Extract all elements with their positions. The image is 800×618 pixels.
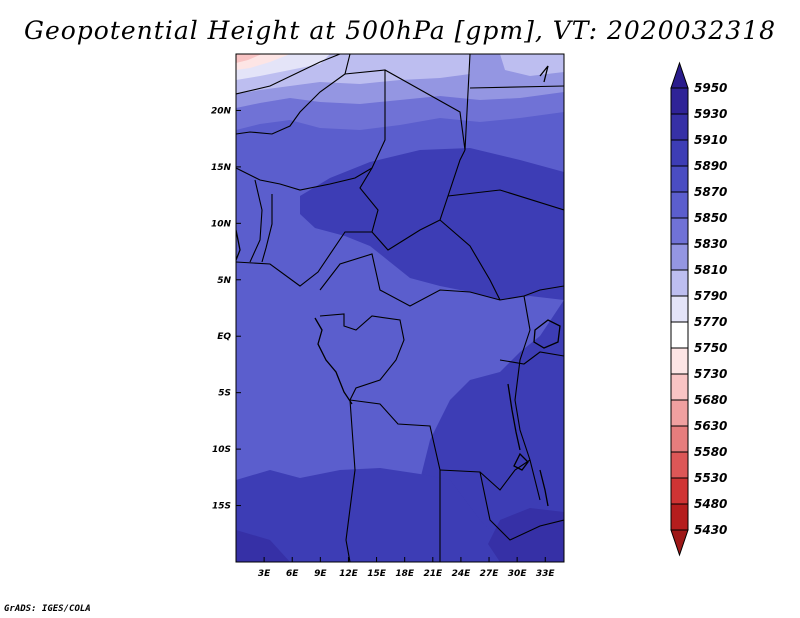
y-tick-label: 5S xyxy=(218,389,231,399)
x-tick-label: 12E xyxy=(339,569,359,579)
border-line xyxy=(439,459,531,491)
x-tick-label: 30E xyxy=(508,569,528,579)
y-tick-label: 15S xyxy=(212,502,231,512)
colorbar-label: 5730 xyxy=(694,367,727,381)
border-line xyxy=(261,194,273,263)
colorbar-label: 5580 xyxy=(694,445,727,459)
colorbar-label: 5430 xyxy=(694,523,727,537)
colorbar-label: 5680 xyxy=(694,393,727,407)
colorbar-box xyxy=(670,165,689,193)
x-tick-label: 18E xyxy=(395,569,415,579)
colorbar-box xyxy=(670,321,689,349)
band-5910-sw xyxy=(236,530,290,562)
y-tick-label: 15N xyxy=(211,163,232,173)
colorbar-label: 5770 xyxy=(694,315,727,329)
x-tick-label: 3E xyxy=(258,569,271,579)
x-axis: 3E 6E 9E 12E 15E 18E 21E 24E 27E 30E 33E xyxy=(258,557,556,579)
y-tick-label: 5N xyxy=(217,276,231,286)
lake-tanganyika xyxy=(507,383,521,451)
x-tick-label: 9E xyxy=(314,569,327,579)
height-field xyxy=(236,54,564,562)
border-line xyxy=(236,167,373,191)
border-line xyxy=(469,85,564,89)
lake-malawi xyxy=(539,469,549,507)
colorbar-label: 5480 xyxy=(694,497,727,511)
colorbar: 5950 5930 5910 5890 5870 5850 5830 5810 5790 5770… xyxy=(670,61,727,557)
border-line xyxy=(319,313,405,401)
colorbar-label: 5810 xyxy=(694,263,727,277)
colorbar-box xyxy=(670,243,689,271)
colorbar-box xyxy=(670,425,689,453)
plot-frame xyxy=(235,53,565,563)
border-line xyxy=(236,231,372,287)
coastlines xyxy=(236,65,561,507)
border-line xyxy=(499,351,564,365)
y-tick-label: 10S xyxy=(212,445,231,455)
chart-title: Geopotential Height at 500hPa [gpm], VT:… xyxy=(23,16,777,45)
band-5890-south xyxy=(236,468,520,562)
x-tick-label: 6E xyxy=(286,569,299,579)
colorbar-top-arrow xyxy=(670,61,689,89)
colorbar-bottom-arrow xyxy=(670,529,689,557)
x-tick-label: 24E xyxy=(452,569,472,579)
coastline xyxy=(236,229,241,261)
border-line xyxy=(345,399,356,562)
border-line xyxy=(359,70,466,251)
border-line xyxy=(236,54,341,95)
band-5910 xyxy=(488,508,564,562)
colorbar-box xyxy=(670,373,689,401)
border-line xyxy=(349,399,441,562)
colorbar-box xyxy=(670,477,689,505)
band-5750 xyxy=(236,54,262,63)
country-borders xyxy=(236,54,564,562)
colorbar-box xyxy=(670,217,689,245)
border-line xyxy=(447,189,564,211)
y-tick-label: 20N xyxy=(211,106,232,116)
colorbar-box xyxy=(670,451,689,479)
colorbar-box xyxy=(670,399,689,427)
colorbar-box xyxy=(670,503,689,531)
border-line xyxy=(236,54,351,135)
coastline xyxy=(314,317,353,405)
colorbar-label: 5850 xyxy=(694,211,727,225)
colorbar-box xyxy=(670,139,689,167)
colorbar-box xyxy=(670,113,689,141)
colorbar-label: 5750 xyxy=(694,341,727,355)
x-tick-label: 33E xyxy=(536,569,556,579)
colorbar-label: 5910 xyxy=(694,133,727,147)
border-line xyxy=(249,179,263,263)
y-tick-label: EQ xyxy=(217,332,231,342)
lake xyxy=(513,452,529,471)
border-line xyxy=(439,219,501,301)
colorbar-label: 5950 xyxy=(694,81,727,95)
x-tick-label: 21E xyxy=(423,569,443,579)
lake-victoria xyxy=(533,319,561,349)
colorbar-box xyxy=(670,295,689,323)
colorbar-label: 5830 xyxy=(694,237,727,251)
border-line xyxy=(479,471,564,541)
colorbar-label: 5790 xyxy=(694,289,727,303)
colorbar-box xyxy=(670,87,689,115)
border-line xyxy=(344,54,471,151)
colorbar-box xyxy=(670,347,689,375)
x-tick-label: 27E xyxy=(480,569,500,579)
grads-credit: GrADS: IGES/COLA xyxy=(4,604,91,614)
y-tick-label: 10N xyxy=(211,219,232,229)
colorbar-label: 5630 xyxy=(694,419,727,433)
colorbar-label: 5870 xyxy=(694,185,727,199)
y-axis: 20N 15N 10N 5N EQ 5S 10S 15S xyxy=(211,106,241,512)
x-tick-label: 15E xyxy=(367,569,387,579)
colorbar-label: 5890 xyxy=(694,159,727,173)
border-line xyxy=(319,253,564,307)
colorbar-label: 5930 xyxy=(694,107,727,121)
colorbar-label: 5530 xyxy=(694,471,727,485)
colorbar-box xyxy=(670,269,689,297)
colorbar-box xyxy=(670,191,689,219)
band-5810-ne xyxy=(500,54,564,76)
lake xyxy=(539,65,549,83)
